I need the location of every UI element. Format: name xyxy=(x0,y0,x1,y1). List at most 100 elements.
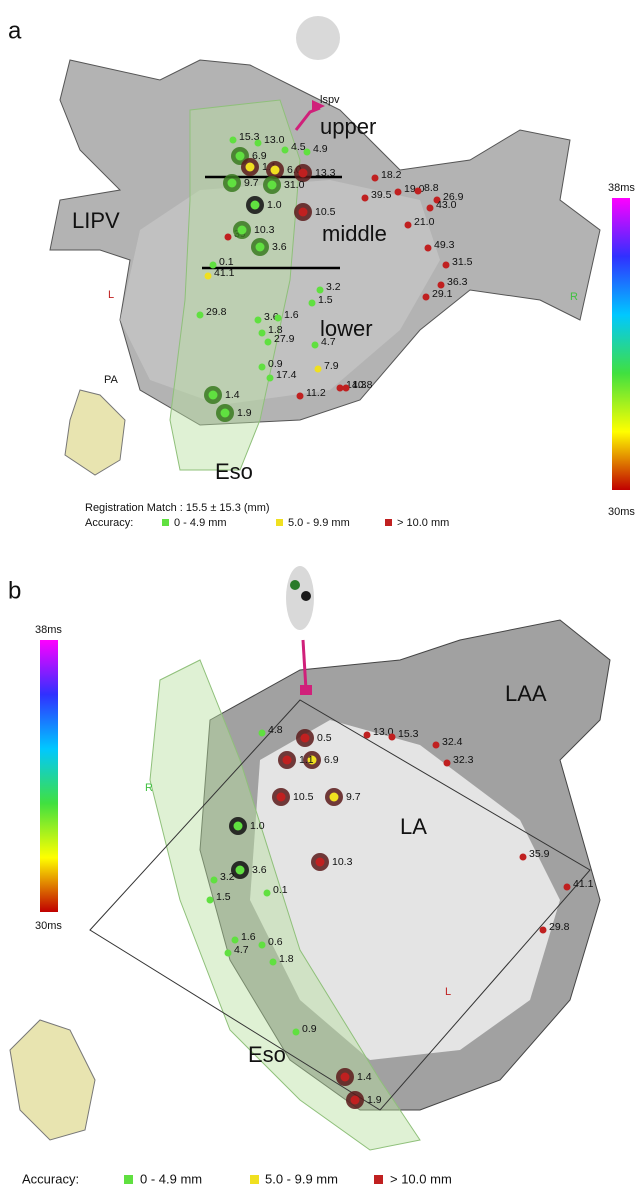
legend-item: > 10.0 mm xyxy=(390,1171,452,1186)
point-label: 3.2 xyxy=(326,281,341,293)
point-label: 15.3 xyxy=(239,131,260,143)
point-marker xyxy=(227,178,237,188)
point-marker xyxy=(315,857,325,867)
point-label: 13.0 xyxy=(373,726,394,738)
point-label: 1.8 xyxy=(268,324,283,336)
point-label: 10.5 xyxy=(315,206,336,218)
point-marker xyxy=(250,200,260,210)
point-marker xyxy=(220,408,230,418)
point-marker xyxy=(442,261,450,269)
point-marker xyxy=(263,889,271,897)
point-label: 1.1 xyxy=(299,754,314,766)
point-label: 1.4 xyxy=(225,389,240,401)
legend-item: 0 - 4.9 mm xyxy=(140,1171,202,1186)
point-marker xyxy=(308,299,316,307)
point-label: 1.8 xyxy=(279,953,294,965)
point-label: 4.7 xyxy=(234,944,249,956)
point-marker xyxy=(264,338,272,346)
annotation: LA xyxy=(400,814,427,839)
point-label: 13.3 xyxy=(315,167,336,179)
point-label: 4.5 xyxy=(291,141,306,153)
point-label: 6.9 xyxy=(324,754,339,766)
annotation: L xyxy=(445,986,451,998)
point-marker xyxy=(300,733,310,743)
point-label: 29.8 xyxy=(206,306,227,318)
annotation: LIPV xyxy=(72,208,120,233)
point-label: 1.9 xyxy=(367,1094,382,1106)
point-label: 19.0 xyxy=(404,183,425,195)
point-label: 7.9 xyxy=(324,360,339,372)
point-marker xyxy=(274,314,282,322)
point-label: 4.8 xyxy=(268,724,283,736)
point-marker xyxy=(258,729,266,737)
point-marker xyxy=(363,731,371,739)
legend-swatch xyxy=(250,1175,259,1184)
point-marker xyxy=(336,384,344,392)
point-marker xyxy=(231,936,239,944)
point-marker xyxy=(206,896,214,904)
annotation: lower xyxy=(320,316,373,341)
point-marker xyxy=(254,316,262,324)
colorbar-label: 38ms xyxy=(35,624,62,636)
point-label: 9.7 xyxy=(346,791,361,803)
point-marker xyxy=(437,281,445,289)
legend-item: 0 - 4.9 mm xyxy=(174,517,227,529)
point-label: 6.9 xyxy=(252,150,267,162)
point-marker xyxy=(404,221,412,229)
point-label: 0.1 xyxy=(219,256,234,268)
annotation: PA xyxy=(104,374,119,386)
point-label: 0.6 xyxy=(268,936,283,948)
panel-letter: b xyxy=(8,577,21,604)
point-marker xyxy=(208,390,218,400)
annotation: lspv xyxy=(320,94,340,106)
point-label: 29.1 xyxy=(432,288,453,300)
point-marker xyxy=(233,821,243,831)
legend-swatch xyxy=(124,1175,133,1184)
point-marker xyxy=(311,341,319,349)
point-marker xyxy=(237,225,247,235)
point-marker xyxy=(394,188,402,196)
point-label: 21.0 xyxy=(414,216,435,228)
point-marker xyxy=(276,792,286,802)
point-marker xyxy=(443,759,451,767)
point-label: 3.2 xyxy=(220,871,235,883)
point-marker xyxy=(433,196,441,204)
point-marker xyxy=(563,883,571,891)
point-marker xyxy=(298,207,308,217)
point-label: 39.5 xyxy=(371,189,392,201)
point-label: 29.8 xyxy=(549,921,570,933)
point-marker xyxy=(414,187,422,195)
point-label: 43.0 xyxy=(436,199,457,211)
point-marker xyxy=(266,374,274,382)
point-label: 11.2 xyxy=(306,387,326,399)
point-marker xyxy=(224,233,232,241)
point-marker xyxy=(235,151,245,161)
point-label: 4.7 xyxy=(321,336,336,348)
point-label: 1.5 xyxy=(216,891,231,903)
point-label: 0.9 xyxy=(302,1023,317,1035)
panel-letter: a xyxy=(8,17,22,44)
point-marker xyxy=(209,261,217,269)
point-label: 8.8 xyxy=(424,182,439,194)
legend-swatch xyxy=(276,519,283,526)
legend-item: 5.0 - 9.9 mm xyxy=(288,517,350,529)
point-label: 10.5 xyxy=(293,791,314,803)
point-label: 17.4 xyxy=(276,369,297,381)
point-marker xyxy=(229,136,237,144)
legend-swatch xyxy=(385,519,392,526)
point-marker xyxy=(371,174,379,182)
legend-title: Accuracy: xyxy=(22,1171,79,1186)
annotation: R xyxy=(145,782,153,794)
legend-swatch xyxy=(374,1175,383,1184)
point-marker xyxy=(258,941,266,949)
point-marker xyxy=(361,194,369,202)
annotation: middle xyxy=(322,221,387,246)
legend-item: > 10.0 mm xyxy=(397,517,449,529)
point-marker xyxy=(258,363,266,371)
point-label: 0.1 xyxy=(273,884,288,896)
point-label: 4.9 xyxy=(313,143,328,155)
point-label: 14.3 xyxy=(346,379,367,391)
point-label: 31.5 xyxy=(452,256,473,268)
